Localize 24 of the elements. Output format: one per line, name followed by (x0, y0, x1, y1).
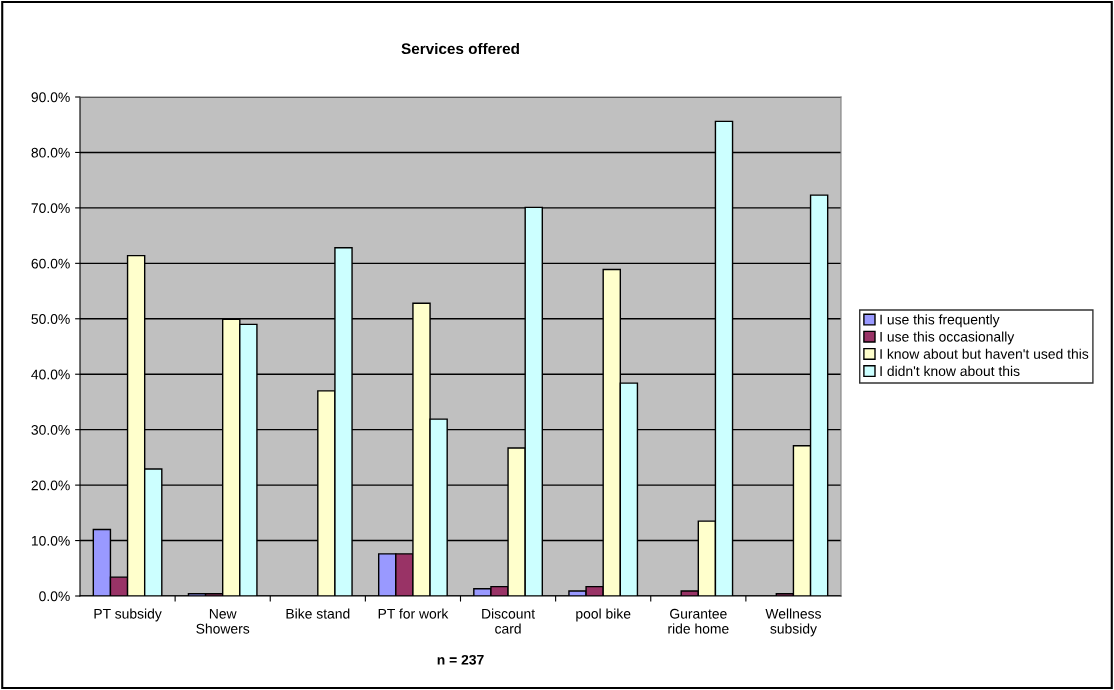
y-tick-label: 50.0% (31, 314, 70, 324)
x-tick-label: New Showers (196, 608, 250, 634)
x-tick-label: PT for work (378, 608, 449, 619)
y-tick-label: 30.0% (31, 425, 70, 435)
x-tick-label: Bike stand (286, 608, 350, 619)
y-tick-label: 40.0% (31, 369, 70, 380)
y-tick-label: 20.0% (31, 480, 70, 491)
y-tick-label: 70.0% (31, 203, 70, 214)
y-tick-label: 10.0% (31, 535, 70, 546)
legend-label: I know about but haven't used this (880, 348, 1089, 359)
x-tick-label: pool bike (576, 608, 631, 622)
y-tick-label: 80.0% (31, 147, 70, 158)
x-tick-label: Discount card (482, 608, 535, 634)
text: n = 237 (437, 654, 484, 665)
x-tick-label: Gurantee ride home (668, 608, 729, 634)
legend-label: I use this frequently (880, 314, 1000, 328)
y-tick-label: 60.0% (31, 258, 70, 269)
y-tick-label: 90.0% (31, 92, 70, 103)
legend-label: I didn't know about this (880, 365, 1020, 377)
x-tick-label: Wellness subsidy (765, 608, 821, 637)
chart-title: Services offered (401, 42, 519, 55)
y-tick-label: 0.0% (39, 591, 70, 602)
x-tick-label: PT subsidy (94, 608, 162, 622)
legend-label: I use this occasionally (880, 331, 1015, 345)
